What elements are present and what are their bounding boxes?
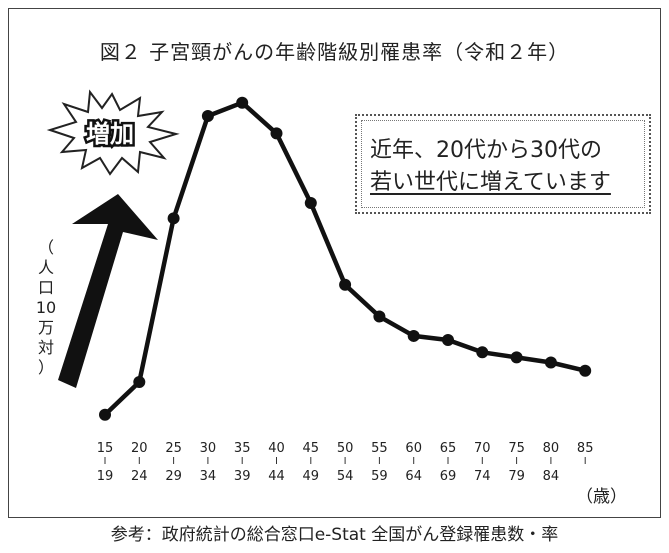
x-tick-label-start: 70 — [474, 441, 491, 456]
data-point — [579, 364, 592, 377]
note-text: 近年、20代から30代の 若い世代に増えています — [361, 120, 645, 208]
x-tick-label-start: 40 — [268, 441, 285, 456]
x-axis-ticks: 15 19 20 24 25 29 30 34 35 39 40 44 45 49 50 54 55 59 60 64… — [97, 441, 594, 484]
burst-shape — [46, 89, 180, 176]
data-point — [167, 212, 180, 225]
up-arrow-icon — [58, 194, 158, 388]
y-label-char: 万 — [37, 318, 54, 337]
x-tick-label-end: 84 — [543, 469, 560, 484]
x-tick-label-end: 79 — [508, 469, 525, 484]
x-unit-label: （歳） — [576, 487, 627, 507]
x-tick-label-end: 19 — [97, 469, 114, 484]
x-tick-label-start: 50 — [337, 441, 354, 456]
data-point — [476, 346, 489, 359]
x-tick-label-start: 30 — [200, 441, 217, 456]
note-line-2: 若い世代に増えています — [370, 170, 611, 195]
x-tick-label-end: 24 — [131, 469, 148, 484]
y-label-char: ） — [37, 358, 54, 377]
data-point — [99, 408, 111, 421]
chart-title: 図２ 子宮頸がんの年齢階級別罹患率（令和２年） — [99, 40, 570, 64]
x-tick-label-start: 55 — [371, 441, 388, 456]
y-label-char: 人 — [37, 258, 54, 277]
x-tick-label-start: 85 — [577, 441, 594, 456]
x-tick-label-start: 25 — [165, 441, 182, 456]
x-tick-label-end: 34 — [200, 469, 217, 484]
x-tick-label-end: 69 — [440, 469, 457, 484]
data-point — [133, 375, 146, 388]
x-tick-label-start: 15 — [97, 441, 114, 456]
source-note: 参考：政府統計の総合窓口e-Stat 全国がん登録罹患数・率 — [110, 525, 559, 545]
data-point — [544, 356, 557, 369]
y-label-char: 10 — [35, 298, 57, 317]
data-point — [270, 127, 283, 140]
x-tick-label-end: 29 — [165, 469, 182, 484]
note-line-1: 近年、20代から30代の — [370, 138, 602, 163]
y-label-char: 口 — [37, 278, 54, 297]
data-point — [201, 110, 214, 123]
x-tick-label-start: 45 — [303, 441, 320, 456]
x-tick-label-start: 35 — [234, 441, 251, 456]
chart-frame — [8, 8, 661, 518]
x-tick-label-end: 49 — [303, 469, 320, 484]
y-axis-label: （ 人 口 10 万 対 ） — [35, 238, 57, 378]
x-tick-label-end: 64 — [405, 469, 422, 484]
data-point — [236, 96, 249, 109]
data-point — [407, 329, 420, 342]
x-tick-label-start: 65 — [440, 441, 457, 456]
x-tick-label-start: 20 — [131, 441, 148, 456]
x-tick-label-end: 44 — [268, 469, 285, 484]
data-point — [442, 334, 454, 347]
data-point — [339, 278, 352, 291]
data-point — [373, 310, 386, 323]
x-tick-label-end: 54 — [337, 469, 354, 484]
data-point — [510, 351, 523, 364]
x-tick-label-start: 75 — [508, 441, 525, 456]
series-layer — [99, 96, 592, 421]
data-point — [304, 196, 317, 209]
y-label-char: （ — [37, 238, 54, 257]
y-label-char: 対 — [37, 338, 54, 357]
burst-badge: 増加 — [46, 89, 180, 176]
x-tick-label-start: 80 — [543, 441, 560, 456]
badge-label: 増加 — [86, 120, 134, 148]
x-tick-label-end: 39 — [234, 469, 251, 484]
x-tick-label-end: 74 — [474, 469, 491, 484]
note-box: 近年、20代から30代の 若い世代に増えています — [355, 114, 651, 214]
x-tick-label-end: 59 — [371, 469, 388, 484]
x-tick-label-start: 60 — [405, 441, 422, 456]
